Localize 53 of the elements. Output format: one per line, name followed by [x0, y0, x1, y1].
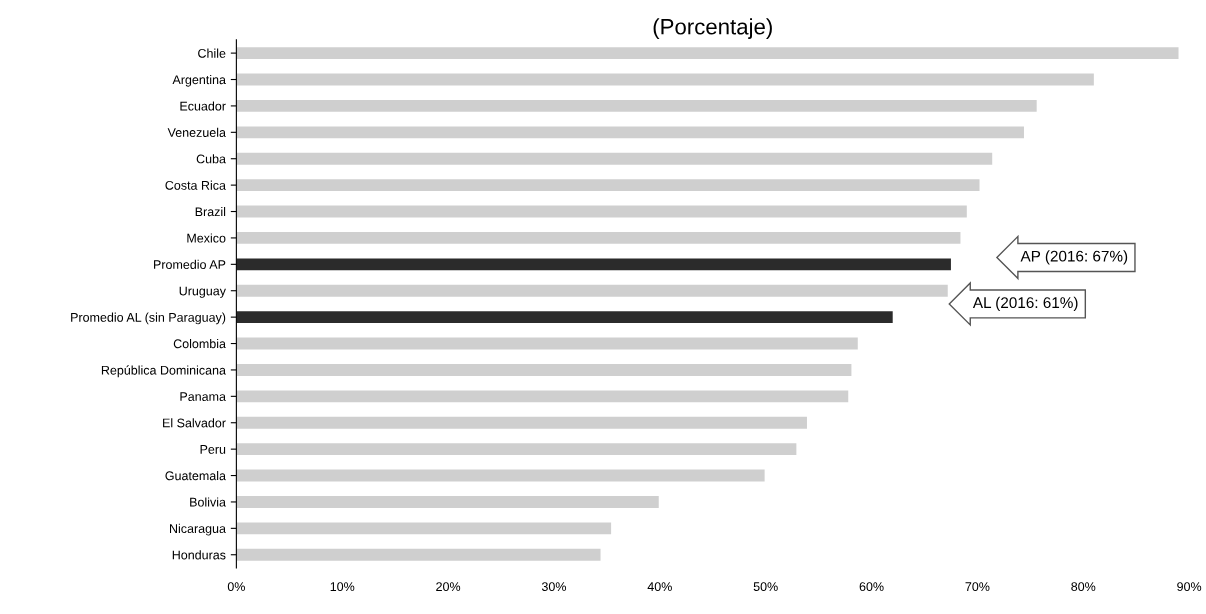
x-tick-label: 30% [541, 582, 567, 592]
bar [236, 152, 993, 165]
y-tick-label: Ecuador [180, 101, 226, 111]
x-tick-label: 80% [1071, 582, 1096, 592]
bar [236, 179, 980, 192]
bar [236, 284, 948, 297]
y-tick-label: El Salvador [163, 418, 226, 428]
x-tick-label: 70% [965, 582, 990, 592]
y-tick-label: Colombia [173, 339, 226, 349]
y-tick-label: Promedio AL (sin Paraguay) [71, 312, 226, 325]
annotation: AL (2016: 61%) [972, 296, 1078, 312]
y-tick-label: Promedio AP [154, 259, 226, 269]
y-tick-label: República Dominicana [101, 365, 226, 378]
bar [236, 390, 849, 403]
x-tick-label: 60% [859, 582, 884, 592]
annotation: AP (2016: 67%) [1020, 250, 1128, 265]
x-tick-label: 20% [436, 582, 461, 592]
bar [236, 126, 1024, 139]
bar [236, 258, 951, 271]
bar [236, 337, 858, 350]
bar [236, 548, 601, 561]
y-tick-label: Mexico [187, 233, 226, 243]
x-tick-label: 50% [753, 582, 778, 592]
y-tick-label: Panama [180, 392, 226, 401]
x-tick-label: 40% [647, 582, 672, 592]
bar [236, 73, 1094, 86]
y-tick-label: Uruguay [179, 286, 226, 298]
bar [236, 522, 612, 535]
y-tick-label: Cuba [196, 154, 226, 164]
y-tick-label: Guatemala [165, 471, 226, 481]
bar [236, 231, 961, 244]
x-tick-label: 0% [227, 582, 245, 592]
bar [236, 47, 1179, 60]
bar [236, 99, 1037, 112]
x-tick-label: 10% [330, 582, 355, 592]
bar [236, 363, 852, 376]
chart-title: (Porcentaje) [653, 18, 772, 39]
y-tick-label: Peru [200, 445, 226, 454]
bar [236, 416, 807, 429]
y-tick-label: Venezuela [167, 127, 226, 137]
bar [236, 496, 659, 508]
bar [236, 205, 967, 218]
y-tick-label: Argentina [172, 74, 226, 87]
y-tick-label: Honduras [172, 550, 226, 560]
x-tick-label: 90% [1177, 582, 1202, 592]
y-tick-label: Costa Rica [165, 180, 226, 190]
y-tick-label: Nicaragua [170, 523, 226, 536]
bar [236, 443, 797, 456]
y-tick-label: Bolivia [190, 497, 226, 507]
y-tick-label: Chile [198, 48, 226, 58]
y-tick-label: Brazil [195, 206, 226, 217]
bar [236, 311, 893, 324]
bar [236, 469, 765, 482]
